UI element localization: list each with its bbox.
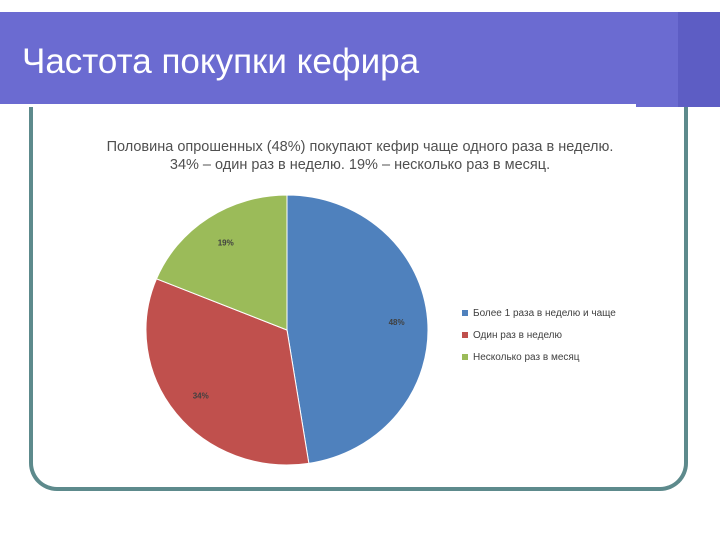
title-underline <box>0 104 636 107</box>
legend-swatch <box>462 354 468 360</box>
legend-item: Более 1 раза в неделю и чаще <box>462 302 616 324</box>
legend-item: Один раз в неделю <box>462 324 616 346</box>
pie-slice <box>145 278 310 466</box>
pie-data-label: 48% <box>389 318 405 327</box>
legend-label: Несколько раз в месяц <box>473 351 580 363</box>
pie-slice <box>155 194 288 331</box>
pie-data-label: 34% <box>193 391 209 400</box>
legend-label: Более 1 раза в неделю и чаще <box>473 307 616 319</box>
legend-swatch <box>462 310 468 316</box>
title-bar: Частота покупки кефира <box>0 12 720 107</box>
chart-subtitle-line-2: 34% – один раз в неделю. 19% – несколько… <box>169 157 551 173</box>
slide-title: Частота покупки кефира <box>22 42 420 81</box>
legend-item: Несколько раз в месяц <box>462 346 616 368</box>
legend-label: Один раз в неделю <box>473 329 563 341</box>
chart-subtitle-line-1: Половина опрошенных (48%) покупают кефир… <box>106 139 614 155</box>
chart-legend: Более 1 раза в неделю и чаще Один раз в … <box>462 302 616 368</box>
title-bar-accent <box>678 12 720 107</box>
legend-swatch <box>462 332 468 338</box>
pie-slice <box>286 194 429 464</box>
pie-data-label: 19% <box>218 239 234 248</box>
